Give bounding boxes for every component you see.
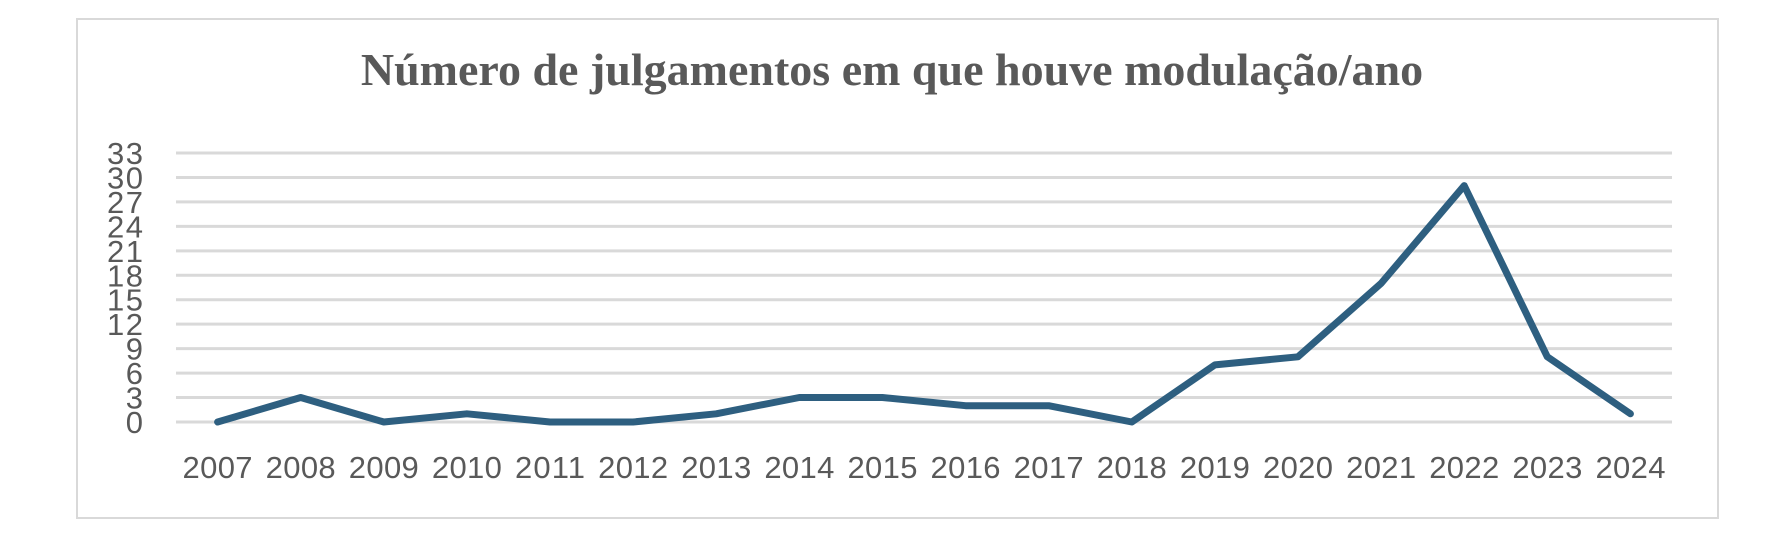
y-tick-label: 27	[107, 185, 143, 220]
y-tick-label: 21	[107, 234, 143, 269]
x-tick-label: 2021	[1346, 450, 1416, 485]
x-tick-label: 2014	[764, 450, 834, 485]
x-tick-label: 2016	[931, 450, 1001, 485]
x-tick-label: 2017	[1014, 450, 1084, 485]
x-tick-label: 2022	[1429, 450, 1499, 485]
x-tick-label: 2007	[183, 450, 253, 485]
y-tick-label: 18	[107, 258, 143, 293]
y-tick-label: 24	[107, 209, 143, 244]
y-tick-label: 6	[126, 356, 143, 391]
x-tick-label: 2023	[1512, 450, 1582, 485]
y-tick-label: 0	[126, 405, 143, 440]
gridlines	[176, 151, 1672, 424]
x-axis-labels: 2007 2008 2009 2010 2011 2012 2013 2014 2015 2016…	[183, 450, 1666, 485]
y-tick-label: 12	[107, 307, 143, 342]
x-tick-label: 2012	[598, 450, 668, 485]
y-tick-label: 9	[126, 332, 143, 367]
x-tick-label: 2020	[1263, 450, 1333, 485]
x-tick-label: 2011	[515, 450, 585, 485]
chart-frame	[76, 18, 1719, 519]
x-tick-label: 2024	[1595, 450, 1665, 485]
y-tick-label: 30	[107, 160, 143, 195]
chart-title: Número de julgamentos em que houve modul…	[360, 44, 1424, 95]
x-tick-label: 2018	[1097, 450, 1167, 485]
data-line-series	[214, 182, 1634, 426]
y-tick-label: 15	[107, 283, 143, 318]
x-tick-label: 2015	[847, 450, 917, 485]
x-tick-label: 2010	[432, 450, 502, 485]
x-tick-label: 2009	[349, 450, 419, 485]
x-tick-label: 2013	[681, 450, 751, 485]
x-tick-label: 2008	[266, 450, 336, 485]
x-tick-label: 2019	[1180, 450, 1250, 485]
y-tick-label: 33	[107, 136, 143, 171]
y-tick-label: 3	[126, 381, 143, 416]
